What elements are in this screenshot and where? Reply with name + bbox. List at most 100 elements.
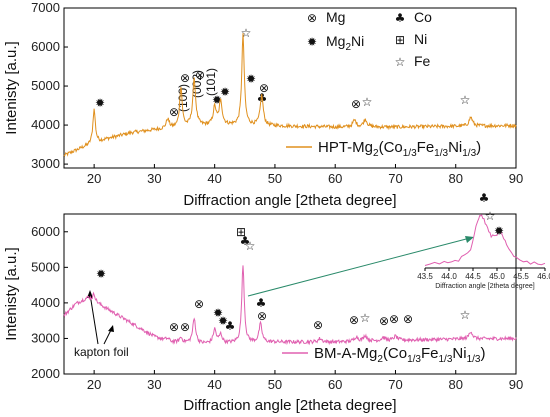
key-label: Ni — [414, 31, 427, 47]
co-marker: ♣ — [240, 234, 251, 248]
fe-marker: ☆ — [241, 26, 252, 40]
mg2ni-marker: ✹ — [246, 72, 256, 86]
miller-index-label: (101) — [204, 68, 218, 96]
y-tick-label: 7000 — [31, 0, 60, 15]
y-tick-label: 3000 — [31, 330, 60, 345]
inset-series-line — [424, 213, 546, 266]
x-tick-label: 80 — [448, 171, 462, 186]
x-tick-label: 40 — [207, 377, 221, 392]
bottom-x-ticks: 20 30 40 50 60 70 80 90 — [87, 370, 523, 392]
bottom-chart-panel: 2000 3000 4000 5000 6000 20 30 40 50 60 70 80 90 ✹ ⊗… — [3, 191, 550, 414]
top-y-ticks: 3000 4000 5000 6000 7000 — [31, 0, 68, 171]
x-tick-label: 60 — [328, 377, 342, 392]
x-tick-label: 20 — [87, 171, 101, 186]
bottom-peak-markers: ✹⊗ ⊗⊗✹✹♣⊞♣☆♣⊗⊗ ⊗ ☆ ⊗ ⊗ ⊗ ☆ — [96, 225, 470, 334]
mg-marker: ⊗ — [349, 313, 359, 327]
y-tick-label: 3000 — [31, 156, 60, 171]
inset-tick-label: 44.5 — [465, 272, 481, 281]
top-x-ticks: 20 30 40 50 60 70 80 90 — [87, 164, 523, 186]
mg2ni-marker: ✹ — [95, 96, 105, 110]
x-tick-label: 30 — [147, 377, 161, 392]
gear-sun-icon: ✹ — [307, 35, 317, 49]
x-tick-label: 50 — [268, 377, 282, 392]
key-label: Mg — [326, 9, 345, 25]
series-line — [63, 265, 517, 346]
bottom-y-axis-title: Intenisty [a.u.] — [3, 247, 20, 340]
kapton-arrow — [89, 293, 99, 345]
top-legend: HPT-Mg2(Co1/3Fe1/3Ni1/3) — [286, 139, 481, 159]
x-tick-label: 30 — [147, 171, 161, 186]
mg-marker: ⊗ — [379, 314, 389, 328]
y-tick-label: 6000 — [31, 224, 60, 239]
key-label: Co — [414, 9, 432, 25]
co-marker: ♣ — [225, 319, 236, 333]
bottom-annotations: kapton foil — [74, 236, 474, 359]
inset-tick-label: 45.0 — [489, 272, 505, 281]
top-y-axis-title: Intenisty [a.u.] — [3, 41, 20, 134]
x-tick-label: 70 — [388, 171, 402, 186]
inset-tick-label: 46.0 — [537, 272, 550, 281]
mg-marker: ⊗ — [195, 68, 205, 82]
star-outline-icon: ☆ — [395, 55, 406, 69]
mg2ni-marker: ✹ — [220, 85, 230, 99]
inset-tick-label: 44.0 — [441, 272, 457, 281]
kapton-arrowhead — [108, 325, 114, 332]
y-tick-label: 2000 — [31, 366, 60, 381]
top-x-axis-title: Diffraction angle [2theta degree] — [183, 192, 396, 209]
co-marker: ♣ — [479, 191, 490, 205]
legend-label: HPT-Mg2(Co1/3Fe1/3Ni1/3) — [318, 139, 481, 159]
x-tick-label: 70 — [388, 377, 402, 392]
mg-marker: ⊗ — [169, 320, 179, 334]
circled-times-icon: ⊗ — [307, 11, 317, 25]
y-tick-label: 5000 — [31, 259, 60, 274]
x-tick-label: 50 — [268, 171, 282, 186]
bottom-plot-frame — [63, 213, 517, 375]
fe-marker: ☆ — [485, 209, 496, 223]
kapton-arrowhead — [87, 290, 93, 298]
mg-marker: ⊗ — [259, 81, 269, 95]
mg-marker: ⊗ — [180, 71, 190, 85]
circled-plus-square-icon: ⊞ — [395, 33, 405, 47]
bottom-legend: BM-A-Mg2(Co1/3Fe1/3Ni1/3) — [282, 345, 485, 365]
zoom-connector-arrowhead — [465, 236, 474, 243]
miller-index-label: (002) — [190, 70, 204, 98]
x-tick-label: 80 — [448, 377, 462, 392]
fe-marker: ☆ — [362, 95, 373, 109]
inset-x-title: Diffraction angle [2theta degree] — [435, 283, 535, 290]
mg2ni-marker: ✹ — [218, 314, 228, 328]
kapton-foil-label: kapton foil — [74, 345, 129, 359]
key-label: Fe — [414, 53, 431, 69]
mg2ni-marker: ✹ — [213, 306, 223, 320]
fe-marker: ☆ — [460, 93, 471, 107]
ni-marker: ⊞ — [236, 225, 246, 239]
fe-marker: ☆ — [460, 308, 471, 322]
x-tick-label: 20 — [87, 377, 101, 392]
mg-marker: ⊗ — [169, 105, 179, 119]
mg-marker: ⊗ — [351, 97, 361, 111]
x-tick-label: 90 — [509, 171, 523, 186]
key-label: Mg2Ni — [326, 33, 364, 53]
y-tick-label: 4000 — [31, 295, 60, 310]
mg-marker: ⊗ — [257, 309, 267, 323]
mg2ni-marker: ✹ — [212, 93, 222, 107]
fe-marker: ☆ — [360, 311, 371, 325]
y-tick-label: 5000 — [31, 78, 60, 93]
fe-marker: ☆ — [245, 239, 256, 253]
mg-marker: ⊗ — [180, 320, 190, 334]
series-line — [63, 33, 517, 157]
mg-marker: ⊗ — [389, 312, 399, 326]
mg2ni-marker: ✹ — [96, 267, 106, 281]
inset-chart: 43.5 44.0 44.5 45.0 45.5 46.0Diffraction angl… — [417, 191, 550, 290]
bottom-x-axis-title: Diffraction angle [2theta degree] — [183, 397, 396, 414]
legend-label: BM-A-Mg2(Co1/3Fe1/3Ni1/3) — [314, 345, 485, 365]
mg2ni-marker: ✹ — [494, 224, 504, 238]
bottom-y-ticks: 2000 3000 4000 5000 6000 — [31, 224, 68, 381]
zoom-connector-arrow — [247, 237, 471, 297]
x-tick-label: 90 — [509, 377, 523, 392]
co-marker: ♣ — [256, 296, 267, 310]
y-tick-label: 4000 — [31, 117, 60, 132]
club-icon: ♣ — [395, 11, 406, 25]
x-tick-label: 60 — [328, 171, 342, 186]
